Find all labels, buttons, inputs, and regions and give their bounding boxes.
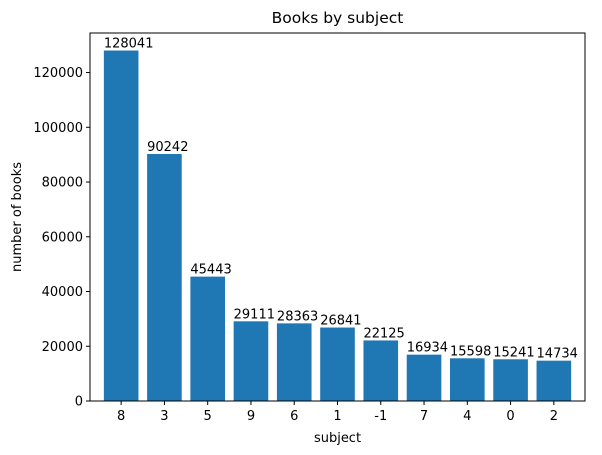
y-tick-label-120000: 120000 [33, 66, 83, 81]
x-tick-label-8: 8 [117, 409, 125, 424]
bar-8 [103, 50, 139, 401]
x-axis: 8 3 5 9 6 1 -1 7 4 0 2 [117, 401, 558, 424]
data-label-7: 16934 [407, 341, 448, 356]
data-label-0: 15241 [493, 345, 534, 360]
y-tick-label-100000: 100000 [33, 121, 83, 136]
data-label-6: 28363 [277, 309, 318, 324]
data-label-5: 45443 [190, 263, 231, 278]
data-label--1: 22125 [363, 326, 404, 341]
x-tick-label-9: 9 [247, 409, 255, 424]
bar-7 [406, 354, 442, 401]
bar-3 [147, 153, 182, 401]
data-label-9: 29111 [234, 307, 275, 322]
y-axis: 0 20000 40000 60000 80000 100000 120000 [33, 66, 90, 410]
chart-title: Books by subject [272, 9, 404, 27]
bar-1 [320, 327, 355, 401]
bar-0 [493, 359, 528, 401]
x-tick-label-1: 1 [333, 409, 341, 424]
bar-6 [276, 323, 312, 401]
bar-5 [190, 276, 225, 401]
data-label-1: 26841 [320, 314, 361, 329]
data-labels-group: 128041 90242 45443 29111 28363 26841221251693… [104, 37, 578, 362]
bar-2 [536, 360, 572, 401]
x-tick-label-0: 0 [506, 409, 514, 424]
data-label-3: 90242 [147, 140, 188, 155]
y-tick-label-40000: 40000 [42, 285, 83, 300]
y-tick-label-60000: 60000 [42, 230, 83, 245]
y-tick-label-20000: 20000 [42, 340, 83, 355]
data-label-2: 14734 [537, 347, 578, 362]
y-axis-label: number of books [10, 162, 25, 272]
data-label-4: 15598 [450, 344, 491, 359]
bars-group [103, 50, 572, 401]
x-tick-label-4: 4 [463, 409, 471, 424]
x-tick-label-2: 2 [550, 409, 558, 424]
y-tick-label-0: 0 [75, 395, 83, 410]
bar-4 [450, 358, 485, 401]
bar-9 [233, 321, 269, 401]
y-tick-label-80000: 80000 [42, 176, 83, 191]
x-axis-label: subject [314, 431, 361, 446]
x-tick-label-7: 7 [420, 409, 428, 424]
x-tick-label--1: -1 [374, 409, 387, 424]
x-tick-label-5: 5 [204, 409, 212, 424]
x-tick-label-6: 6 [290, 409, 298, 424]
bar--1 [363, 340, 399, 401]
data-label-8: 128041 [104, 37, 154, 52]
x-tick-label-3: 3 [160, 409, 168, 424]
